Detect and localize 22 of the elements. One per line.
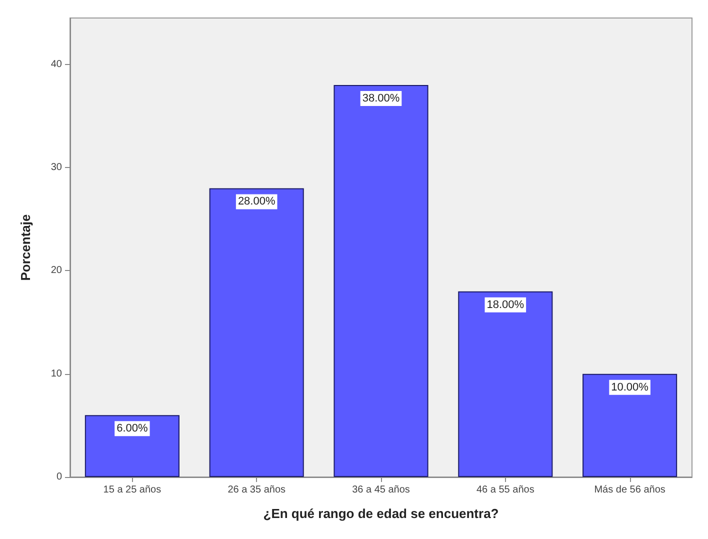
x-tick-label: 26 a 35 años [228,484,286,496]
x-tick-label: Más de 56 años [594,484,666,496]
data-label: 38.00% [362,92,400,105]
x-tick-label: 15 a 25 años [103,484,162,496]
y-axis-title: Porcentaje [18,214,33,281]
y-tick-label: 0 [56,472,62,482]
y-tick-label: 20 [50,265,62,276]
y-tick-label: 40 [50,58,62,70]
bar [458,291,553,477]
x-axis-title: ¿En qué rango de edad se encuentra? [263,506,499,521]
x-tick-label: 46 a 55 años [476,484,534,496]
x-tick-label: 36 a 45 años [352,484,410,496]
y-tick-label: 30 [50,162,62,174]
data-label: 28.00% [238,196,276,208]
data-label: 6.00% [116,422,148,435]
bar [209,188,304,477]
bar [84,415,180,477]
bar [334,85,428,477]
data-label: 18.00% [486,298,524,311]
data-label: 10.00% [611,381,649,394]
y-tick-label: 10 [50,368,62,380]
bar [582,374,678,477]
